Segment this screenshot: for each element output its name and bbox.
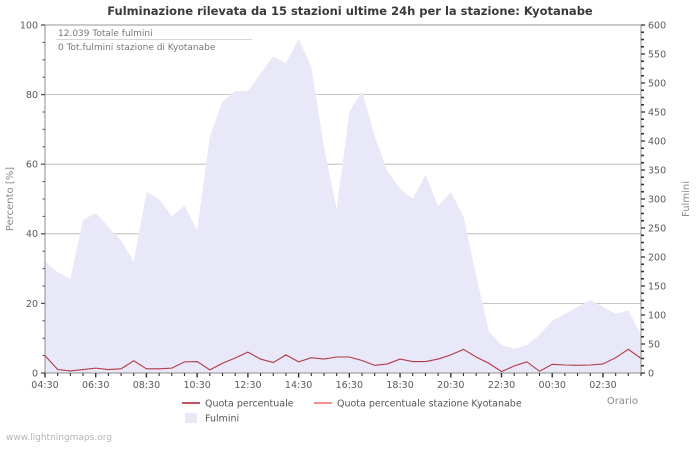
x-axis-tick-label: 10:30	[183, 380, 210, 391]
y-axis-right-tick-label: 600	[648, 20, 666, 31]
y-axis-right-tick-label: 450	[648, 107, 666, 118]
y-axis-right-tick-label: 0	[648, 368, 654, 379]
y-axis-left-tick-label: 80	[26, 90, 38, 101]
legend-swatch-marker	[185, 413, 197, 423]
x-axis-tick-label: 22:30	[488, 380, 515, 391]
y-axis-left-tick-label: 40	[26, 229, 38, 240]
legend-item[interactable]: Quota percentuale stazione Kyotanabe	[314, 399, 522, 410]
x-axis-tick-label: 06:30	[82, 380, 109, 391]
y-axis-right-tick-label: 200	[648, 252, 666, 263]
y-axis-right-title: Fulmini	[681, 181, 692, 217]
y-axis-right-tick-label: 150	[648, 281, 666, 292]
y-axis-left-tick-label: 60	[26, 160, 38, 171]
x-axis-tick-label: 02:30	[589, 380, 616, 391]
y-axis-right-tick-label: 350	[648, 165, 666, 176]
quota-percentuale-path	[44, 348, 642, 373]
legend-item-label: Fulmini	[205, 414, 239, 425]
legend-item[interactable]: Fulmini	[185, 413, 239, 425]
y-axis-right-tick-label: 500	[648, 78, 666, 89]
legend-item[interactable]: Quota percentuale	[182, 399, 294, 410]
y-axis-right-tick-label: 400	[648, 136, 666, 147]
y-axis-right-tick-label: 300	[648, 194, 666, 205]
chart-legend: Quota percentuale Quota percentuale stazi…	[182, 399, 522, 425]
y-axis-right-tick-label: 250	[648, 223, 666, 234]
legend-item-label: Quota percentuale stazione Kyotanabe	[337, 399, 522, 410]
quota-percentuale-series	[44, 348, 642, 373]
x-axis-tick-label: 18:30	[386, 380, 413, 391]
x-axis-tick-label: 12:30	[234, 380, 261, 391]
y-axis-right-tick-label: 100	[648, 310, 666, 321]
footer-watermark: www.lightningmaps.org	[6, 433, 112, 443]
annotation-box: 12.039 Totale fulmini 0 Tot.fulmini stazi…	[56, 29, 252, 53]
fulmini-area-series	[45, 38, 641, 374]
x-axis-tick-label: 20:30	[437, 380, 464, 391]
axis-titles: Percento [%] Fulmini Orario	[5, 167, 692, 407]
x-axis-title: Orario	[607, 396, 638, 407]
x-axis-tick-label: 04:30	[31, 380, 58, 391]
fulmini-area-path	[45, 38, 641, 374]
y-axis-right: 0 50 100 150 200 250 300 350 400 450 500 550 600	[640, 20, 666, 379]
page-title: Fulminazione rilevata da 15 stazioni ult…	[107, 4, 593, 18]
y-axis-left-tick-label: 100	[20, 20, 38, 31]
y-axis-left-tick-label: 20	[26, 299, 38, 310]
legend-item-label: Quota percentuale	[205, 399, 294, 410]
x-axis-tick-label: 14:30	[285, 380, 312, 391]
y-axis-right-tick-label: 50	[648, 339, 660, 350]
annotation-total-fulmini: 12.039 Totale fulmini	[58, 29, 153, 39]
y-axis-left-tick-label: 0	[32, 368, 38, 379]
y-axis-left-title: Percento [%]	[5, 167, 16, 231]
x-axis: 04:30 06:30 08:30 10:30 12:30 14:30 16:30 18:30…	[31, 372, 642, 391]
x-axis-tick-label: 00:30	[539, 380, 566, 391]
y-axis-right-tick-label: 550	[648, 49, 666, 60]
y-axis-left: 0 20 40 60 80 100	[20, 20, 46, 379]
x-axis-tick-label: 08:30	[133, 380, 160, 391]
annotation-station-fulmini: 0 Tot.fulmini stazione di Kyotanabe	[58, 43, 216, 53]
x-axis-tick-label: 16:30	[336, 380, 363, 391]
